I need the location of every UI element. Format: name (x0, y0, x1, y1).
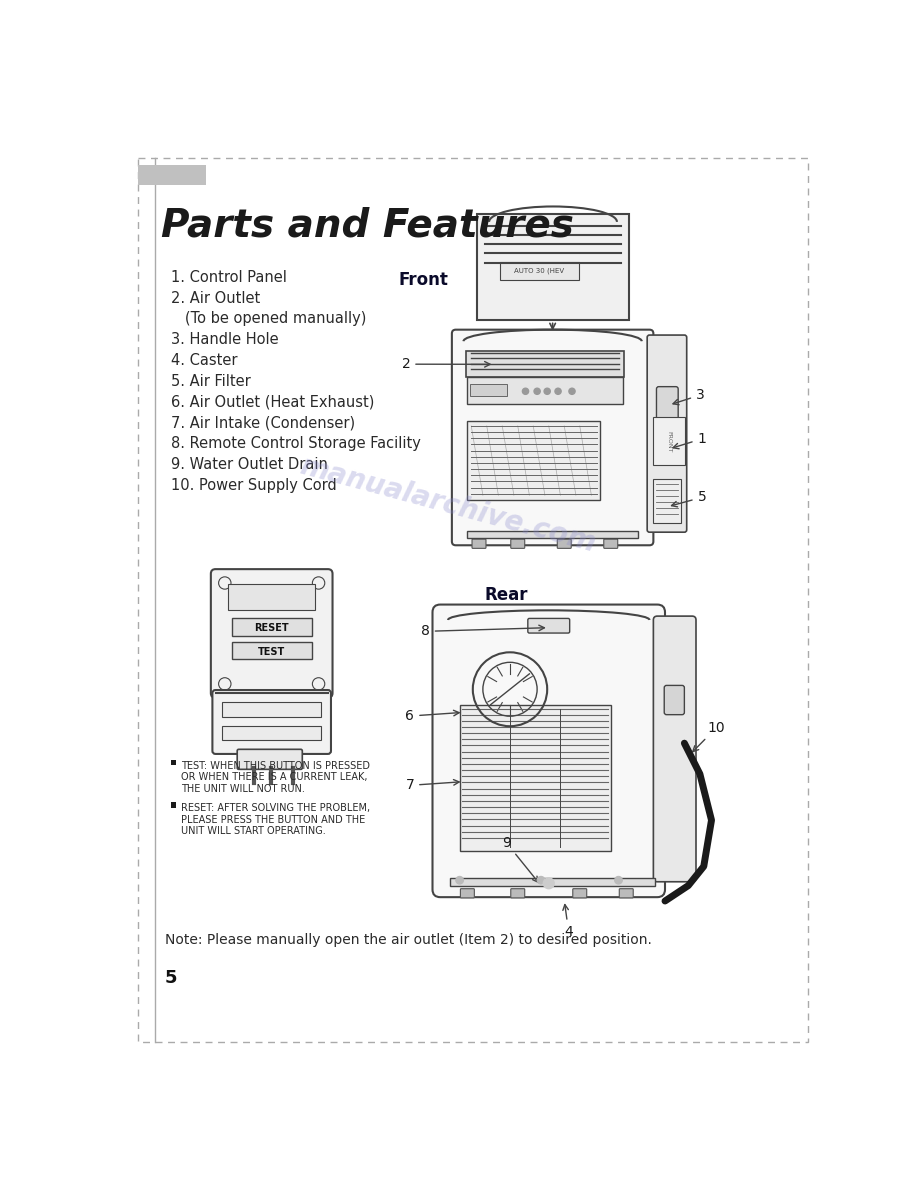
Text: RESET: AFTER SOLVING THE PROBLEM,
PLEASE PRESS THE BUTTON AND THE
UNIT WILL STAR: RESET: AFTER SOLVING THE PROBLEM, PLEASE… (182, 803, 371, 836)
Bar (171, 760, 176, 765)
Text: 8: 8 (420, 625, 544, 638)
FancyBboxPatch shape (466, 378, 623, 404)
FancyBboxPatch shape (237, 750, 302, 770)
Text: 1. Control Panel: 1. Control Panel (171, 270, 286, 285)
FancyBboxPatch shape (510, 539, 525, 549)
FancyBboxPatch shape (654, 617, 696, 881)
Text: TEST: TEST (258, 646, 285, 657)
FancyBboxPatch shape (461, 889, 475, 898)
Text: English: English (151, 169, 194, 182)
Text: Parts and Features: Parts and Features (162, 207, 574, 245)
Text: (To be opened manually): (To be opened manually) (171, 311, 366, 327)
FancyBboxPatch shape (510, 889, 525, 898)
Text: Rear: Rear (485, 586, 528, 604)
Text: FRONT: FRONT (666, 430, 671, 453)
FancyBboxPatch shape (222, 726, 321, 740)
Text: 7: 7 (406, 778, 459, 792)
FancyBboxPatch shape (653, 479, 681, 523)
Text: 6. Air Outlet (Heat Exhaust): 6. Air Outlet (Heat Exhaust) (171, 394, 374, 410)
Text: 5. Air Filter: 5. Air Filter (171, 374, 251, 388)
FancyBboxPatch shape (656, 386, 678, 421)
Circle shape (537, 877, 545, 884)
FancyBboxPatch shape (472, 539, 486, 549)
FancyBboxPatch shape (222, 702, 321, 718)
Text: 1: 1 (673, 432, 707, 449)
Text: 3. Handle Hole: 3. Handle Hole (171, 333, 278, 347)
Text: AUTO 30 (HEV: AUTO 30 (HEV (514, 268, 565, 274)
FancyBboxPatch shape (231, 618, 311, 636)
Text: 9: 9 (502, 836, 538, 883)
FancyBboxPatch shape (557, 539, 571, 549)
Text: 9. Water Outlet Drain: 9. Water Outlet Drain (171, 457, 328, 472)
FancyBboxPatch shape (466, 422, 599, 500)
FancyBboxPatch shape (471, 384, 507, 396)
FancyBboxPatch shape (500, 261, 579, 280)
FancyBboxPatch shape (620, 889, 633, 898)
Circle shape (534, 388, 540, 394)
FancyBboxPatch shape (432, 605, 665, 897)
Text: 10: 10 (693, 721, 725, 752)
Text: TEST: WHEN THIS BUTTON IS PRESSED
OR WHEN THERE IS A CURRENT LEAK,
THE UNIT WILL: TEST: WHEN THIS BUTTON IS PRESSED OR WHE… (182, 760, 370, 794)
Text: 8. Remote Control Storage Facility: 8. Remote Control Storage Facility (171, 436, 420, 451)
Text: 5: 5 (671, 491, 706, 507)
Bar (171, 802, 176, 808)
Text: 5: 5 (165, 969, 177, 987)
FancyBboxPatch shape (138, 165, 207, 185)
Bar (477, 214, 629, 321)
FancyBboxPatch shape (212, 690, 331, 754)
Text: 4. Caster: 4. Caster (171, 353, 237, 368)
FancyBboxPatch shape (665, 685, 685, 715)
FancyBboxPatch shape (653, 417, 685, 466)
Text: manualarchive.com: manualarchive.com (297, 451, 599, 557)
Text: Front: Front (398, 271, 448, 289)
Text: 10. Power Supply Cord: 10. Power Supply Cord (171, 478, 336, 493)
FancyBboxPatch shape (528, 619, 570, 633)
Bar (467, 531, 638, 537)
Circle shape (615, 877, 622, 884)
Text: 6: 6 (406, 709, 459, 723)
Circle shape (555, 388, 561, 394)
Text: 4: 4 (563, 904, 573, 939)
FancyBboxPatch shape (465, 352, 624, 378)
Bar (460, 704, 610, 851)
Circle shape (455, 877, 464, 884)
Bar (450, 878, 655, 885)
Text: 2: 2 (401, 358, 490, 371)
FancyBboxPatch shape (228, 583, 316, 609)
Circle shape (522, 388, 529, 394)
Text: Note: Please manually open the air outlet (Item 2) to desired position.: Note: Please manually open the air outle… (165, 933, 652, 947)
FancyBboxPatch shape (211, 569, 332, 697)
FancyBboxPatch shape (604, 539, 618, 549)
Text: 3: 3 (673, 388, 705, 405)
Text: 2. Air Outlet: 2. Air Outlet (171, 291, 260, 305)
Circle shape (544, 388, 550, 394)
Text: 7. Air Intake (Condenser): 7. Air Intake (Condenser) (171, 416, 354, 430)
Circle shape (543, 878, 554, 889)
FancyBboxPatch shape (647, 335, 687, 532)
Text: RESET: RESET (254, 623, 288, 633)
FancyBboxPatch shape (573, 889, 587, 898)
FancyBboxPatch shape (452, 330, 654, 545)
Circle shape (569, 388, 575, 394)
FancyBboxPatch shape (231, 643, 311, 659)
